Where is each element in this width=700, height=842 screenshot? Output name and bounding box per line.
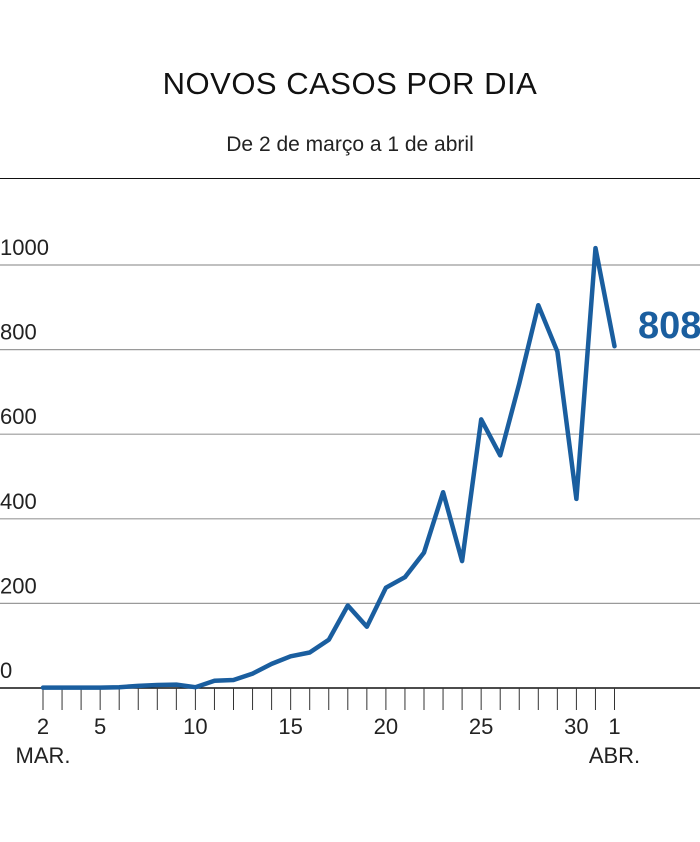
series-line xyxy=(40,245,617,690)
top-rule xyxy=(0,178,700,179)
x-tick-label: 30 xyxy=(564,714,588,739)
chart-subtitle: De 2 de março a 1 de abril xyxy=(226,133,474,156)
x-tick-label: 20 xyxy=(374,714,398,739)
x-tick-label: 2 xyxy=(37,714,49,739)
chart-title: NOVOS CASOS POR DIA xyxy=(162,66,538,101)
y-tick-label: 400 xyxy=(0,489,37,514)
x-tick-sublabel: ABR. xyxy=(589,743,640,768)
y-tick-label: 0 xyxy=(0,658,12,683)
x-tick-label: 10 xyxy=(183,714,207,739)
x-tick-sublabel: MAR. xyxy=(16,743,71,768)
x-tick-label: 1 xyxy=(608,714,620,739)
end-value-label: 808 xyxy=(638,305,700,347)
y-tick-label: 600 xyxy=(0,404,37,429)
x-tick-label: 15 xyxy=(278,714,302,739)
y-tick-label: 800 xyxy=(0,320,37,345)
x-tick-label: 5 xyxy=(94,714,106,739)
y-tick-label: 200 xyxy=(0,573,37,598)
y-tick-label: 1000 xyxy=(0,235,49,260)
x-tick-label: 25 xyxy=(469,714,493,739)
